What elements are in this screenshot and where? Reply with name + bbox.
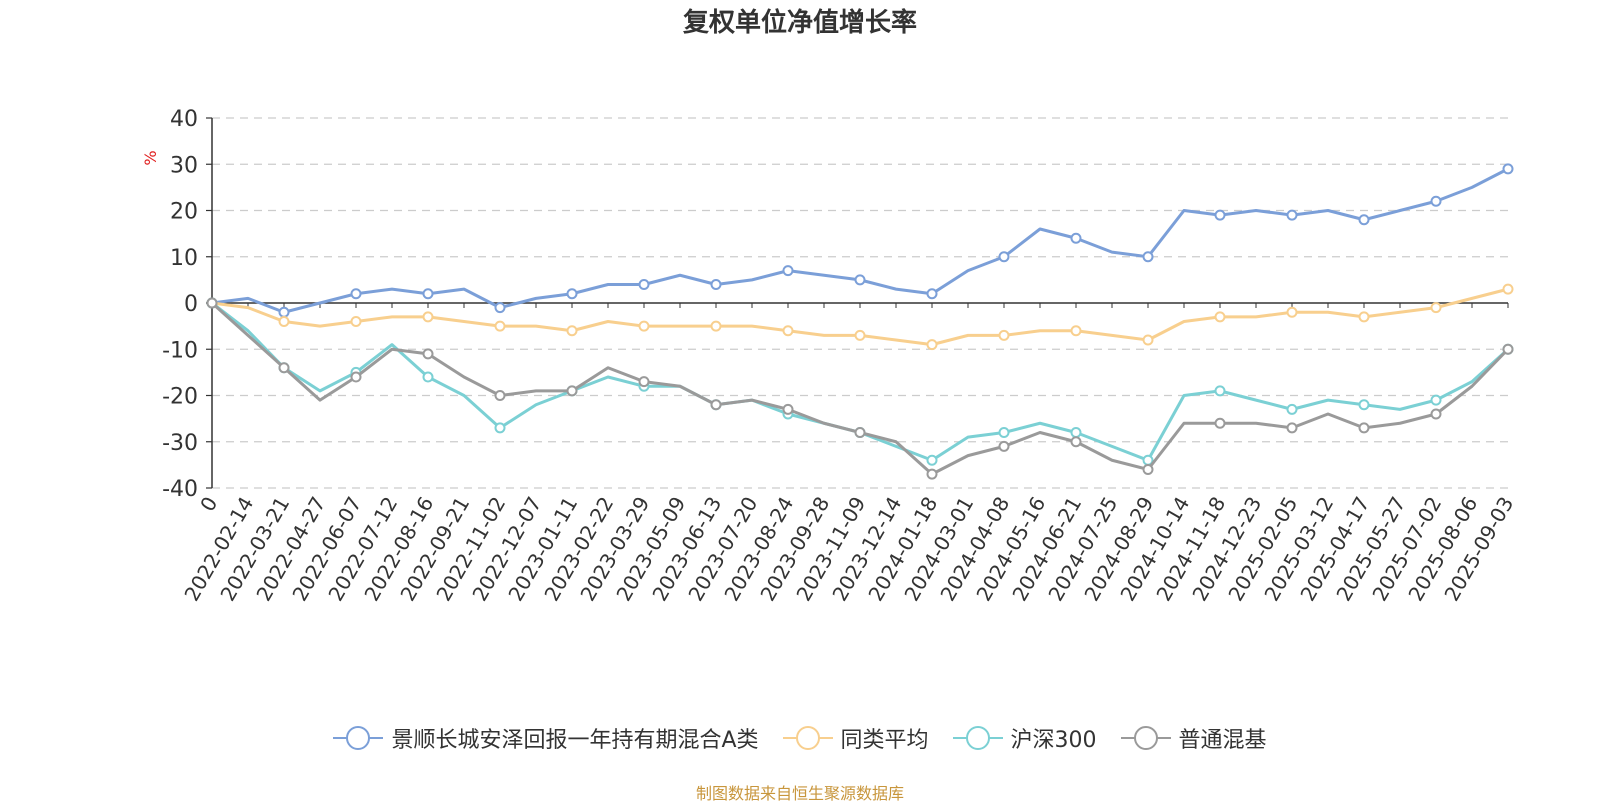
data-point	[1142, 464, 1154, 475]
data-point	[566, 325, 578, 337]
legend: 景顺长城安泽回报一年持有期混合A类 同类平均 沪深300 普通混基	[0, 722, 1600, 754]
data-point	[854, 427, 866, 438]
data-point	[1286, 403, 1298, 415]
data-point	[782, 403, 794, 415]
data-point	[782, 265, 794, 277]
data-point	[1430, 302, 1442, 314]
data-point	[494, 302, 506, 314]
data-point	[1358, 422, 1370, 434]
legend-item[interactable]: 同类平均	[782, 722, 929, 754]
data-point	[1502, 283, 1514, 295]
data-point	[422, 311, 434, 323]
data-point	[1358, 214, 1370, 226]
y-tick-label: 40	[170, 107, 198, 132]
y-tick-label: -20	[162, 385, 198, 410]
data-point	[1430, 408, 1442, 420]
y-tick-label: 0	[184, 292, 198, 317]
data-point	[1214, 311, 1226, 323]
source-note: 制图数据来自恒生聚源数据库	[695, 784, 904, 803]
data-point	[1070, 232, 1082, 244]
legend-circle-icon	[795, 726, 820, 750]
data-point	[350, 316, 362, 327]
data-point	[1214, 417, 1226, 429]
data-point	[710, 279, 722, 290]
data-point	[1286, 209, 1298, 221]
data-point	[998, 427, 1010, 438]
legend-label: 沪深300	[1010, 728, 1097, 753]
data-point	[494, 320, 506, 332]
data-point	[1286, 306, 1298, 318]
y-tick-label: 20	[170, 200, 198, 225]
legend-label: 普通混基	[1178, 728, 1267, 753]
data-point	[494, 422, 506, 434]
legend-swatch	[782, 726, 833, 750]
data-point	[1430, 195, 1442, 207]
x-tick-label: 0	[195, 493, 222, 516]
legend-swatch	[952, 726, 1003, 750]
data-point	[1358, 399, 1370, 411]
data-point	[350, 371, 362, 383]
y-tick-label: -30	[162, 431, 198, 456]
data-point	[710, 320, 722, 332]
line-chart: 403020100-10-20-30-40%02022-02-142022-03…	[141, 107, 1518, 605]
legend-item[interactable]: 沪深300	[952, 722, 1097, 754]
data-point	[1430, 394, 1442, 406]
series-line-4	[210, 301, 1510, 476]
data-point	[1286, 422, 1298, 434]
data-point	[566, 288, 578, 300]
legend-circle-icon	[965, 726, 990, 750]
data-point	[278, 362, 290, 374]
data-point	[422, 371, 434, 383]
legend-swatch	[1120, 726, 1171, 750]
data-point	[926, 339, 938, 351]
data-point	[998, 329, 1010, 341]
data-point	[998, 251, 1010, 263]
legend-circle-icon	[346, 726, 371, 750]
y-tick-label: -40	[162, 477, 198, 502]
data-point	[566, 385, 578, 397]
legend-circle-icon	[1133, 726, 1158, 750]
data-point	[1142, 334, 1154, 346]
data-point	[1070, 325, 1082, 337]
data-point	[1502, 343, 1514, 355]
data-point	[1358, 311, 1370, 323]
data-point	[1214, 209, 1226, 221]
data-point	[926, 468, 938, 480]
data-point	[278, 316, 290, 327]
data-point	[422, 288, 434, 300]
legend-item[interactable]: 景顺长城安泽回报一年持有期混合A类	[333, 722, 759, 754]
data-point	[782, 325, 794, 337]
legend-swatch	[333, 726, 384, 750]
data-point	[1070, 427, 1082, 438]
data-point	[926, 288, 938, 300]
legend-item[interactable]: 普通混基	[1120, 722, 1267, 754]
data-point	[1214, 385, 1226, 397]
data-point	[422, 348, 434, 360]
data-point	[206, 297, 218, 309]
y-tick-label: -10	[162, 338, 198, 363]
data-point	[854, 274, 866, 286]
data-point	[278, 306, 290, 318]
y-axis-unit: %	[141, 150, 160, 165]
y-tick-label: 30	[170, 153, 198, 178]
data-point	[998, 440, 1010, 452]
y-tick-label: 10	[170, 246, 198, 271]
legend-label: 同类平均	[840, 728, 929, 753]
data-point	[1502, 163, 1514, 175]
data-point	[638, 376, 650, 388]
data-point	[638, 320, 650, 332]
series-line-1	[211, 167, 1509, 314]
legend-label: 景顺长城安泽回报一年持有期混合A类	[391, 728, 759, 753]
data-point	[926, 454, 938, 466]
data-point	[854, 329, 866, 341]
data-point	[1142, 251, 1154, 263]
data-point	[494, 390, 506, 401]
data-point	[710, 399, 722, 411]
data-point	[1070, 436, 1082, 448]
data-point	[638, 279, 650, 290]
chart-title: 复权单位净值增长率	[682, 8, 917, 38]
data-point	[350, 288, 362, 300]
